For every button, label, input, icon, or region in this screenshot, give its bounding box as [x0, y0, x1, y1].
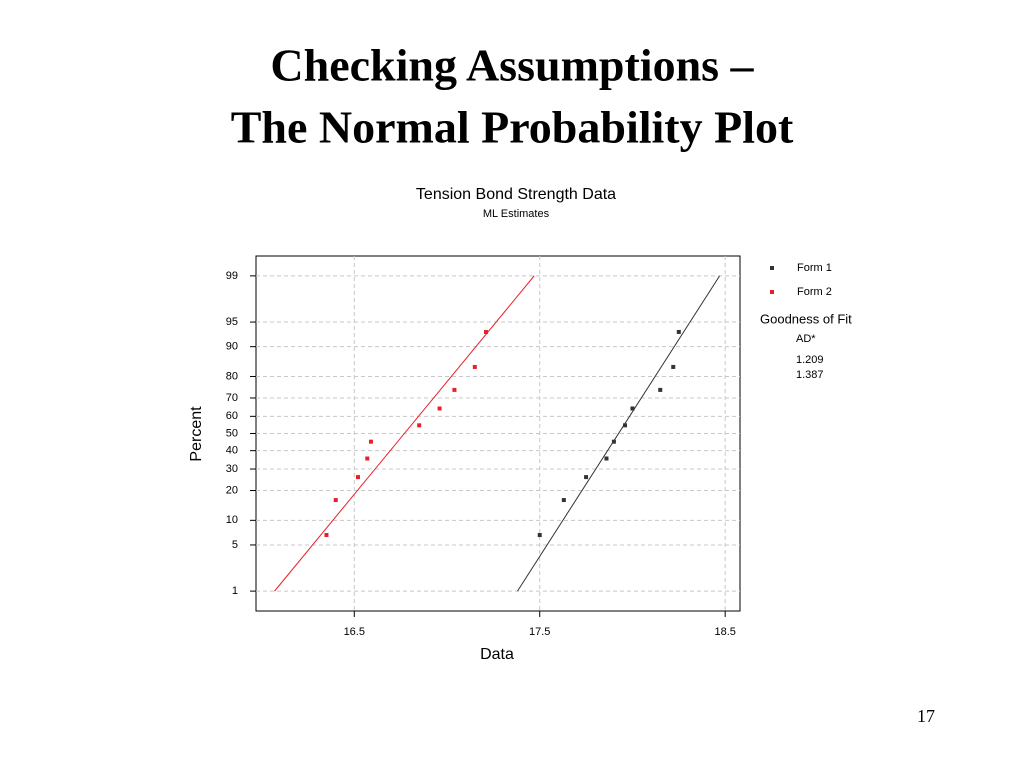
data-point	[537, 533, 542, 538]
legend-marker	[770, 266, 774, 270]
fit-line	[274, 275, 535, 592]
data-point	[324, 533, 329, 538]
data-point	[368, 439, 373, 444]
y-tick-label: 1	[232, 585, 238, 597]
x-tick-label: 18.5	[714, 626, 735, 638]
y-tick-label: 5	[232, 539, 238, 551]
slide-title: Checking Assumptions –	[270, 40, 754, 91]
x-tick-label: 17.5	[529, 626, 550, 638]
legend-label: Form 1	[797, 262, 832, 274]
data-point	[671, 364, 676, 369]
y-tick-label: 70	[226, 392, 238, 404]
data-point	[630, 406, 635, 411]
slide-title: The Normal Probability Plot	[231, 102, 794, 153]
data-point	[355, 475, 360, 480]
data-point	[561, 498, 566, 503]
x-tick-label: 16.5	[344, 626, 365, 638]
fit-line	[517, 275, 721, 592]
chart-subtitle: ML Estimates	[483, 208, 550, 220]
data-point	[452, 387, 457, 392]
y-tick-label: 99	[226, 270, 238, 282]
gof-header: AD*	[796, 333, 816, 345]
y-tick-label: 60	[226, 410, 238, 422]
y-tick-label: 10	[226, 514, 238, 526]
data-point	[417, 423, 422, 428]
data-point	[623, 423, 628, 428]
gof-value: 1.209	[796, 354, 824, 366]
y-tick-label: 95	[226, 316, 238, 328]
data-point	[584, 475, 589, 480]
data-point	[658, 387, 663, 392]
data-point	[365, 456, 370, 461]
data-point	[333, 498, 338, 503]
y-tick-label: 40	[226, 445, 238, 457]
y-axis-label: Percent	[188, 406, 205, 462]
y-tick-label: 80	[226, 370, 238, 382]
x-axis-label: Data	[480, 646, 514, 663]
legend-label: Form 2	[797, 286, 832, 298]
data-point	[483, 329, 488, 334]
legend-marker	[770, 290, 774, 294]
gof-value: 1.387	[796, 369, 824, 381]
y-tick-label: 30	[226, 463, 238, 475]
gof-title: Goodness of Fit	[760, 311, 852, 326]
chart-title: Tension Bond Strength Data	[416, 186, 616, 203]
data-point	[437, 406, 442, 411]
y-tick-label: 90	[226, 341, 238, 353]
data-point	[604, 456, 609, 461]
data-point	[472, 364, 477, 369]
y-tick-label: 20	[226, 484, 238, 496]
page-number: 17	[917, 706, 935, 726]
data-point	[611, 439, 616, 444]
y-tick-label: 50	[226, 427, 238, 439]
data-point	[676, 329, 681, 334]
